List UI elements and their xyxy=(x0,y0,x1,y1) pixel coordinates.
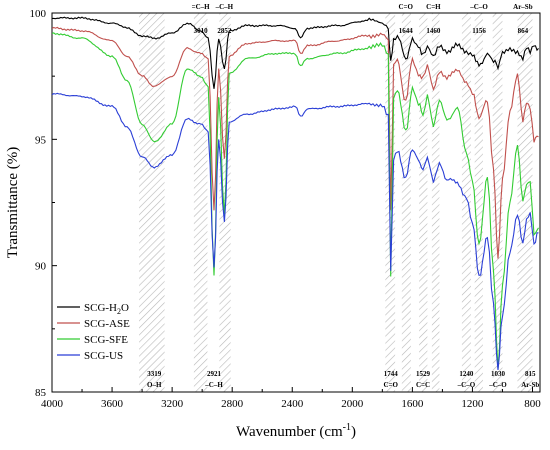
x-tick-label: 800 xyxy=(524,398,541,410)
legend-label: SCG-H2O xyxy=(84,302,129,316)
legend-label: SCG-SFE xyxy=(84,334,128,346)
y-tick-label: 100 xyxy=(30,8,47,20)
series-line-2 xyxy=(52,32,539,369)
axes: 4000 3600 3200 2800 2400 2000 1600 1200 800 85 90 9… xyxy=(30,8,542,410)
bottom-annotation-wavenumber: 1529 xyxy=(416,370,431,378)
bottom-annotation-group: O–H xyxy=(147,381,162,389)
y-tick-label: 95 xyxy=(35,134,47,146)
band-regions xyxy=(139,13,533,392)
top-annotation-wavenumber: 864 xyxy=(518,27,529,35)
x-tick-label: 3200 xyxy=(161,398,184,410)
hatched-band-4 xyxy=(401,13,411,392)
bottom-annotation-group: –C–O xyxy=(488,381,507,389)
hatched-band-8 xyxy=(474,13,483,392)
x-tick-label: 2800 xyxy=(221,398,244,410)
top-annotation-group: –C–H xyxy=(215,3,234,11)
y-axis-title: Transmittance (%) xyxy=(5,147,21,259)
top-annotation-group: C=H xyxy=(426,3,441,11)
hatched-band-10 xyxy=(517,13,533,392)
bottom-annotation-wavenumber: 1030 xyxy=(491,370,506,378)
hatched-band-7 xyxy=(461,13,471,392)
y-tick-label: 90 xyxy=(35,261,47,273)
legend-label: SCG-ASE xyxy=(84,318,130,330)
bottom-annotation-wavenumber: 1240 xyxy=(459,370,474,378)
band-annotations: =C–H 3010 –C–H 2852 C=O 1644 C=H 1460 –C–O 1156 Ar… xyxy=(147,3,539,389)
bottom-annotation-wavenumber: 1744 xyxy=(384,370,399,378)
y-tick-label: 85 xyxy=(35,387,47,399)
x-axis-title: Wavenumber (cm-1) xyxy=(236,422,356,440)
hatched-band-0 xyxy=(139,13,165,392)
top-annotation-group: =C–H xyxy=(192,3,211,11)
bottom-annotation-wavenumber: 815 xyxy=(525,370,536,378)
hatched-band-6 xyxy=(431,13,440,392)
series-lines xyxy=(52,16,539,370)
x-tick-label: 2400 xyxy=(281,398,304,410)
x-tick-label: 2000 xyxy=(341,398,364,410)
legend: SCG-H2O SCG-ASE SCG-SFE SCG-US xyxy=(57,302,130,362)
bottom-annotation-wavenumber: 3319 xyxy=(147,370,162,378)
x-tick-label: 3600 xyxy=(101,398,124,410)
x-tick-label: 1200 xyxy=(461,398,484,410)
bottom-annotation-group: C=O xyxy=(383,381,398,389)
legend-label: SCG-US xyxy=(84,350,123,362)
top-annotation-wavenumber: 1460 xyxy=(426,27,441,35)
bottom-annotation-group: Ar-Sb xyxy=(521,381,539,389)
hatched-band-5 xyxy=(419,13,428,392)
series-line-1 xyxy=(52,26,539,259)
bottom-annotation-group: C=C xyxy=(416,381,430,389)
bottom-annotation-group: –C–H xyxy=(204,381,223,389)
bottom-annotation-group: –C–O xyxy=(457,381,476,389)
top-annotation-group: C=O xyxy=(399,3,414,11)
top-annotation-group: Ar–Sb xyxy=(513,3,533,11)
top-annotation-group: –C–O xyxy=(469,3,488,11)
series-line-3 xyxy=(52,92,539,370)
top-annotation-wavenumber: 1156 xyxy=(472,27,486,35)
bottom-annotation-wavenumber: 2921 xyxy=(207,370,222,378)
x-tick-label: 1600 xyxy=(401,398,424,410)
series-line-0 xyxy=(52,16,539,89)
top-annotation-wavenumber: 2852 xyxy=(217,27,232,35)
x-tick-label: 4000 xyxy=(41,398,64,410)
hatched-band-9 xyxy=(492,13,503,392)
top-annotation-wavenumber: 3010 xyxy=(194,27,209,35)
hatched-band-1 xyxy=(193,13,208,392)
top-annotation-wavenumber: 1644 xyxy=(399,27,414,35)
